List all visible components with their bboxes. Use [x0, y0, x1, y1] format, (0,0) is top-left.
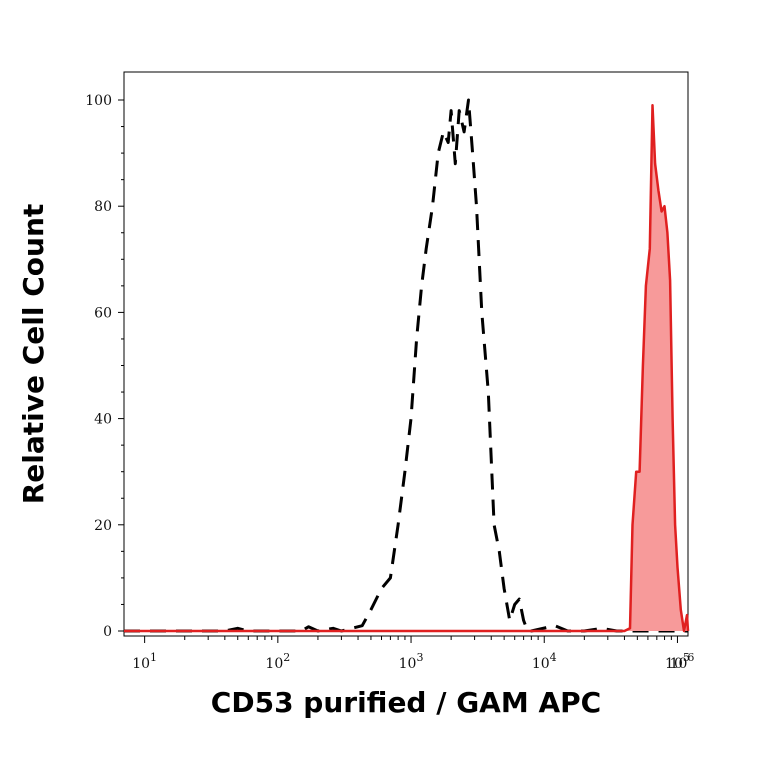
- y-tick-label: 0: [103, 624, 112, 640]
- x-tick-label: 106: [670, 651, 695, 672]
- x-tick-label: 103: [399, 651, 424, 672]
- x-tick-label: 101: [132, 651, 157, 672]
- series-filled-outline: [124, 104, 690, 633]
- series-dashed-outline: [124, 98, 688, 633]
- x-tick-label: 102: [265, 651, 290, 672]
- x-tick-label: 104: [532, 651, 557, 672]
- x-tick-label: 105: [665, 651, 690, 672]
- y-axis-ticks: 0 20 40 60 80 100: [85, 93, 124, 640]
- series-filled-area: [124, 105, 688, 632]
- y-tick-label: 80: [94, 199, 112, 215]
- y-axis-title: Relative Cell Count: [17, 204, 50, 505]
- y-tick-label: 20: [94, 518, 112, 534]
- y-tick-label: 40: [94, 412, 112, 428]
- y-tick-label: 100: [85, 93, 112, 109]
- plot-frame: [123, 71, 689, 637]
- series-layer: [124, 98, 690, 633]
- x-axis-title: CD53 purified / GAM APC: [211, 686, 601, 719]
- y-tick-label: 60: [94, 305, 112, 321]
